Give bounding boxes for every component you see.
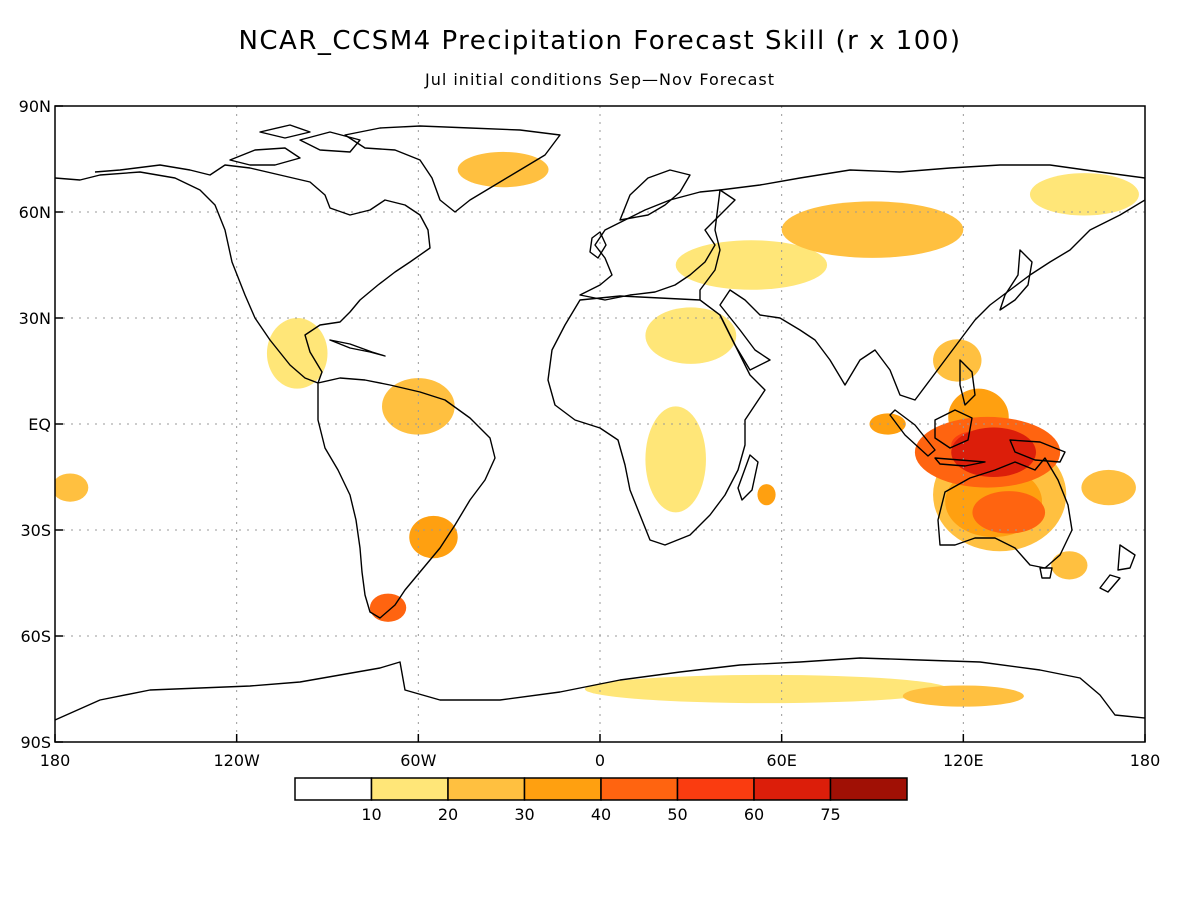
coastline-asia <box>699 164 1145 401</box>
coastline-north-america <box>55 164 431 384</box>
coastline-java <box>934 457 986 467</box>
coastline-borneo <box>934 409 973 449</box>
skill-region <box>951 427 1036 477</box>
coastline-australia <box>937 457 1073 569</box>
lon-tick-label: 60W <box>400 751 436 770</box>
colorbar-label: 10 <box>361 805 381 824</box>
colorbar: 10 20 30 40 50 60 75 <box>294 777 908 824</box>
colorbar-segment <box>600 777 679 801</box>
skill-region <box>933 339 982 382</box>
lat-tick-label: EQ <box>28 415 51 434</box>
colorbar-label: 20 <box>438 805 458 824</box>
lon-tick-label: 180 <box>1130 751 1161 770</box>
coastline-scandinavia <box>619 169 691 221</box>
lon-tick-label: 120W <box>213 751 260 770</box>
lon-tick-label: 180 <box>40 751 71 770</box>
colorbar-segment <box>676 777 755 801</box>
colorbar-segment <box>370 777 449 801</box>
skill-region <box>757 484 776 506</box>
coastline-madagascar <box>737 454 759 501</box>
skill-region <box>1081 469 1136 506</box>
coastline-arctic-islands <box>229 124 361 166</box>
skill-region <box>902 685 1024 707</box>
coastline-new-guinea <box>1009 439 1066 463</box>
colorbar-segment <box>829 777 908 801</box>
lon-tick-label: 120E <box>943 751 984 770</box>
colorbar-segment <box>753 777 832 801</box>
coastline-new-zealand <box>1099 544 1136 593</box>
lat-tick-label: 60N <box>19 203 51 222</box>
coastline-cuba <box>329 339 386 357</box>
lon-tick-label: 60E <box>766 751 796 770</box>
skill-region <box>1051 551 1088 580</box>
colorbar-label: 50 <box>667 805 687 824</box>
coastline-britain <box>589 231 607 259</box>
lat-tick-label: 90N <box>19 97 51 116</box>
coastlines <box>55 124 1145 721</box>
grid-lines <box>55 106 1145 742</box>
skill-region <box>584 674 949 704</box>
skill-region <box>457 151 549 188</box>
lon-tick-label: 0 <box>595 751 605 770</box>
skill-region <box>382 378 455 435</box>
skill-region <box>1029 173 1139 216</box>
lat-tick-label: 60S <box>20 627 51 646</box>
colorbar-label: 75 <box>820 805 840 824</box>
skill-region <box>409 515 458 559</box>
coastline-philippines <box>959 359 976 406</box>
skill-region <box>369 593 407 622</box>
map-title: NCAR_CCSM4 Precipitation Forecast Skill … <box>238 26 962 56</box>
colorbar-label: 30 <box>514 805 534 824</box>
coastline-greenland <box>344 125 561 213</box>
axis-ticks: 180 120W 60W 0 60E 120E 180 90N 60N 30N EQ 30S 60S 90… <box>19 97 1161 770</box>
skill-region <box>675 240 828 290</box>
coastline-japan <box>999 249 1033 311</box>
coastline-antarctica <box>55 657 1145 721</box>
colorbar-segment <box>447 777 526 801</box>
skill-region <box>266 318 328 389</box>
lat-tick-label: 90S <box>20 733 51 752</box>
colorbar-label: 40 <box>591 805 611 824</box>
map-subtitle: Jul initial conditions Sep—Nov Forecast <box>424 70 776 89</box>
skill-region <box>645 406 706 513</box>
coastline-europe <box>579 189 736 301</box>
coastline-south-america <box>317 377 496 619</box>
coastline-sumatra <box>889 409 936 457</box>
skill-region <box>55 473 89 502</box>
skill-region <box>781 201 964 258</box>
colorbar-segment <box>294 777 373 801</box>
lat-tick-label: 30N <box>19 309 51 328</box>
colorbar-segment <box>523 777 602 801</box>
colorbar-label: 60 <box>744 805 764 824</box>
lat-tick-label: 30S <box>20 521 51 540</box>
skill-region <box>645 307 737 364</box>
skill-region <box>972 491 1046 534</box>
coastline-tasmania <box>1039 567 1053 579</box>
